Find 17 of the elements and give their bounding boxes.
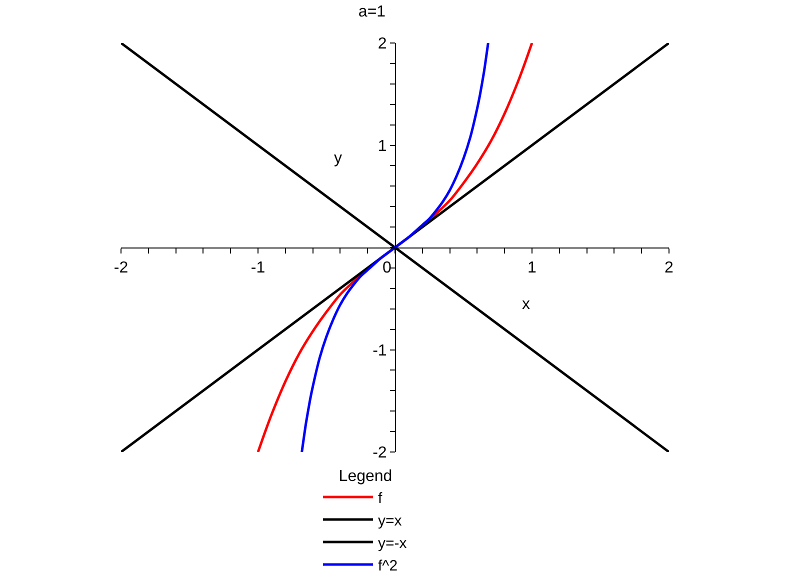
y-tick-label: 1 bbox=[378, 138, 387, 155]
legend-title: Legend bbox=[338, 468, 392, 485]
y-tick-label: -2 bbox=[372, 444, 387, 462]
legend-label: y=-x bbox=[378, 534, 408, 552]
y-tick-label: -1 bbox=[372, 342, 387, 360]
x-tick-label: 0 bbox=[382, 260, 392, 277]
x-tick-label: -1 bbox=[250, 260, 266, 277]
x-tick-label: 2 bbox=[664, 260, 674, 277]
x-axis-title: x bbox=[522, 296, 530, 313]
chart-title: a=1 bbox=[358, 4, 386, 21]
y-axis-title: y bbox=[334, 150, 342, 167]
legend-label: y=x bbox=[378, 512, 402, 530]
legend-label: f bbox=[378, 490, 383, 507]
y-tick-label: 2 bbox=[378, 36, 387, 53]
legend-label: f^2 bbox=[378, 557, 398, 574]
x-tick-label: 1 bbox=[528, 260, 537, 277]
x-tick-label: -2 bbox=[114, 260, 128, 277]
